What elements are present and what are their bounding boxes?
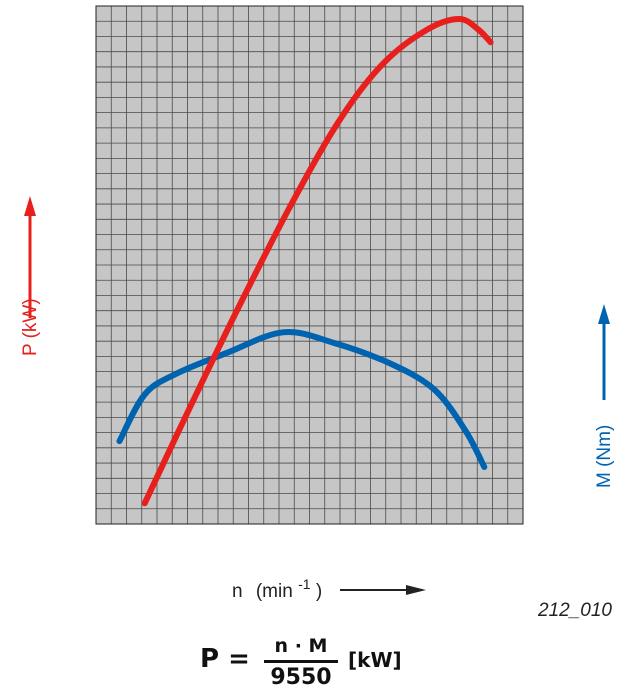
left-axis-indicator: P (kW) xyxy=(20,196,41,356)
x-axis-label: n (min -1 ) xyxy=(232,573,322,602)
formula-fraction-bar xyxy=(264,660,338,663)
torque-curve xyxy=(116,329,488,470)
formula-fraction: n · M 9550 xyxy=(264,634,338,691)
formula-unit: [kW] xyxy=(348,648,402,672)
x-axis-indicator: n (min -1 ) xyxy=(232,573,426,602)
figure-code: 212_010 xyxy=(538,600,612,621)
power-formula: P = n · M 9550 [kW] xyxy=(200,630,440,694)
left-axis-label: P (kW) xyxy=(20,298,41,356)
x-axis-arrow-head xyxy=(406,585,426,595)
x-axis-unit: (min xyxy=(256,581,293,602)
power-curve xyxy=(141,16,494,507)
formula-denominator: 9550 xyxy=(270,665,332,690)
plot-border xyxy=(95,5,524,525)
curves xyxy=(116,16,494,507)
right-axis-indicator: M (Nm) xyxy=(594,304,615,488)
x-axis-unit-close: ) xyxy=(316,581,322,602)
x-axis-symbol: n xyxy=(232,581,243,602)
right-axis-label: M (Nm) xyxy=(594,425,615,488)
formula-lhs: P = xyxy=(200,644,250,674)
x-axis-unit-exponent: -1 xyxy=(298,576,311,592)
grid-lines xyxy=(96,6,523,524)
formula-numerator: n · M xyxy=(274,635,328,657)
right-axis-arrow-head xyxy=(598,304,610,324)
left-axis-arrow-head xyxy=(24,196,36,216)
